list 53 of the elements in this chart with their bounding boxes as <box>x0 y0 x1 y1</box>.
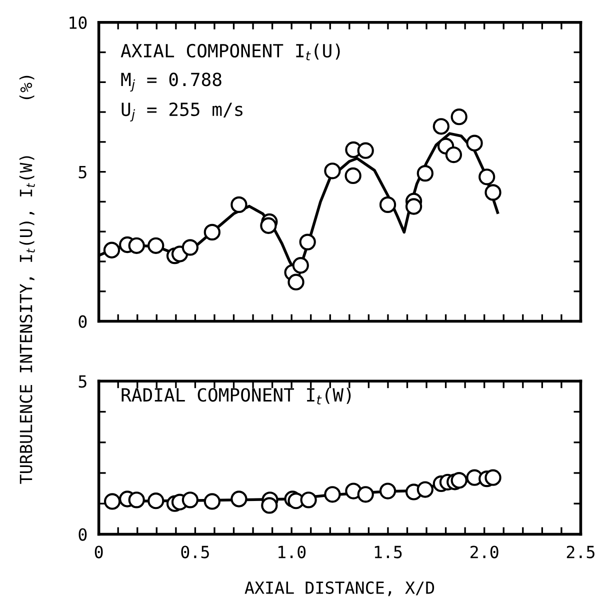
point <box>299 234 316 250</box>
point <box>300 492 317 508</box>
point <box>128 492 145 508</box>
point <box>148 237 164 254</box>
x-tick-label: 1.0 <box>278 546 306 558</box>
point <box>484 469 502 486</box>
point <box>357 486 374 503</box>
point <box>104 493 121 510</box>
point <box>128 237 145 254</box>
point <box>324 162 341 180</box>
annotation: AXIAL COMPONENT I$_{t}$(U) <box>120 44 340 60</box>
point <box>103 242 120 258</box>
annotation: U$_{j}$ = 255 m/s <box>122 102 242 122</box>
point <box>324 486 341 503</box>
point <box>466 134 483 152</box>
point <box>445 146 462 164</box>
point <box>148 492 164 510</box>
point <box>204 493 220 510</box>
point <box>484 184 502 201</box>
y-tick-label: 0 <box>78 528 87 541</box>
point <box>230 490 248 508</box>
point <box>288 274 304 290</box>
point <box>379 196 396 214</box>
point <box>292 257 309 274</box>
y-tick-label: 10 <box>70 16 87 29</box>
annotation: M$_{j}$ = 0.788 <box>121 72 222 92</box>
x-tick-label: 0 <box>94 546 103 558</box>
point <box>450 108 468 126</box>
point <box>260 217 277 234</box>
point <box>182 492 199 508</box>
point <box>261 497 278 514</box>
point <box>432 118 450 135</box>
point <box>405 198 422 215</box>
point <box>379 482 396 500</box>
point <box>416 481 434 498</box>
annotation: RADIAL COMPONENT I$_{t}$(W) <box>122 388 351 404</box>
x-tick-label: 0.5 <box>181 546 209 558</box>
x-tick-label: 2.5 <box>566 546 594 558</box>
point <box>182 239 199 256</box>
point <box>204 224 220 241</box>
point <box>230 196 248 214</box>
y-axis-title: TURBULENCE INTENSITY, I$_{t}$(U), I$_{t}$(W) (%) <box>19 76 35 484</box>
x-tick-label: 2.0 <box>470 546 498 558</box>
point <box>344 167 362 184</box>
point <box>416 164 434 182</box>
point <box>357 142 374 159</box>
x-axis-title: AXIAL DISTANCE, X/D <box>244 581 434 596</box>
point <box>450 472 468 489</box>
y-tick-label: 5 <box>78 166 86 178</box>
y-tick-label: 0 <box>78 315 87 328</box>
y-tick-label: 5 <box>78 375 86 388</box>
x-tick-label: 1.5 <box>374 546 402 558</box>
point <box>478 168 496 186</box>
